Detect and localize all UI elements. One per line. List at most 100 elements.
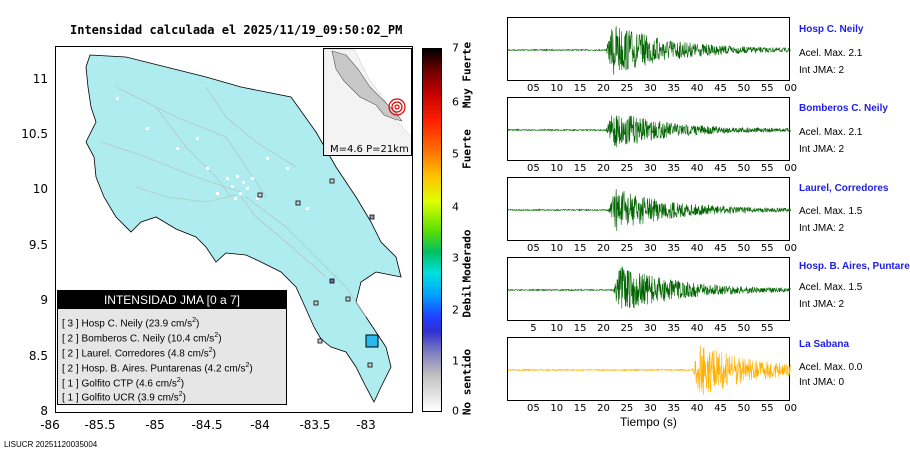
time-tick-label: 25 bbox=[620, 403, 634, 414]
colorbar-tick: 5 bbox=[452, 147, 459, 161]
inset-magnitude-label: M=4.6 P=21km bbox=[330, 144, 409, 155]
y-tick-label: 10 bbox=[32, 182, 48, 196]
station-max-acceleration: Acel. Max. 1.5 bbox=[799, 206, 863, 217]
footer-id: LISUCR 20251120035004 bbox=[4, 440, 98, 449]
waveform-trace bbox=[508, 189, 791, 232]
time-tick-label: 20 bbox=[597, 243, 610, 254]
time-tick-label: 15 bbox=[573, 403, 587, 414]
colorbar-tick: 6 bbox=[452, 95, 459, 109]
seismogram-panel[interactable] bbox=[507, 257, 791, 321]
colorbar-word: Muy Fuerte bbox=[460, 41, 474, 109]
waveform-trace bbox=[508, 26, 791, 75]
seismogram-panel[interactable] bbox=[507, 97, 791, 161]
time-tick-label: 45 bbox=[714, 163, 727, 174]
panel-time-ticks: 05 10 15 20 25 30 35 40 45 50 55 00 bbox=[507, 163, 797, 175]
time-tick-label: 00 bbox=[784, 403, 798, 414]
inset-location-map bbox=[323, 48, 412, 156]
station-jma-intensity: Int JMA: 2 bbox=[799, 65, 845, 76]
time-tick-label: 00 bbox=[784, 243, 798, 254]
time-tick-label: 05 bbox=[527, 243, 540, 254]
panel-time-ticks: 5 10 15 20 25 30 35 40 45 50 55 bbox=[507, 323, 790, 335]
colorbar-word: Moderado bbox=[460, 229, 474, 283]
station-name: Hosp. B. Aires, Puntare bbox=[799, 261, 910, 272]
station-name: Laurel, Corredores bbox=[799, 183, 889, 194]
seismogram-panel[interactable] bbox=[507, 17, 791, 81]
colorbar-tick: 7 bbox=[452, 41, 459, 55]
time-tick-label: 50 bbox=[737, 323, 751, 334]
costa-rica-map bbox=[85, 54, 402, 403]
time-tick-label: 20 bbox=[597, 323, 610, 334]
legend-item: [ 2 ] Laurel. Corredores (4.8 cm/s2) bbox=[62, 347, 216, 360]
colorbar-word: Fuerte bbox=[460, 129, 474, 169]
panel-time-ticks: 05 10 15 20 25 30 35 40 45 50 55 00 bbox=[507, 403, 797, 415]
waveform-trace bbox=[508, 115, 791, 148]
time-tick-label: 25 bbox=[620, 163, 634, 174]
station-name: Bomberos C. Neily bbox=[799, 103, 888, 114]
epicenter-highlight bbox=[365, 334, 379, 348]
colorbar-word: No sentido bbox=[460, 348, 474, 416]
legend-item: [ 3 ] Hosp C. Neily (23.9 cm/s2) bbox=[62, 317, 200, 330]
epicenter-icon bbox=[388, 98, 406, 116]
x-tick-label: -83.5 bbox=[299, 418, 331, 432]
x-tick-label: -84 bbox=[250, 418, 270, 432]
map-title: Intensidad calculada el 2025/11/19_09:50… bbox=[70, 23, 403, 37]
time-axis-label: Tiempo (s) bbox=[620, 415, 677, 429]
time-tick-label: 35 bbox=[667, 403, 681, 414]
time-tick-label: 45 bbox=[714, 83, 727, 94]
time-tick-label: 35 bbox=[667, 163, 681, 174]
colorbar-tick: 3 bbox=[452, 251, 459, 265]
time-tick-label: 50 bbox=[737, 163, 751, 174]
legend-item: [ 2 ] Hosp. B. Aires. Puntarenas (4.2 cm… bbox=[62, 362, 253, 375]
waveform-trace bbox=[508, 345, 791, 395]
time-tick-label: 10 bbox=[550, 163, 564, 174]
time-tick-label: 40 bbox=[690, 83, 704, 94]
y-tick-label: 8 bbox=[40, 404, 48, 418]
time-tick-label: 40 bbox=[690, 243, 704, 254]
time-tick-label: 20 bbox=[597, 403, 610, 414]
time-tick-label: 35 bbox=[667, 83, 681, 94]
costa-rica-landmass bbox=[85, 54, 402, 403]
x-tick-label: -84.5 bbox=[191, 418, 223, 432]
legend-item: [ 1 ] Golfito CTP (4.6 cm/s2) bbox=[62, 377, 185, 390]
station-max-acceleration: Acel. Max. 1.5 bbox=[799, 282, 863, 293]
x-tick-label: -83 bbox=[356, 418, 376, 432]
time-tick-label: 10 bbox=[550, 243, 564, 254]
time-tick-label: 15 bbox=[573, 323, 587, 334]
time-tick-label: 10 bbox=[550, 403, 564, 414]
x-tick-label: -86 bbox=[40, 418, 60, 432]
time-tick-label: 20 bbox=[597, 163, 610, 174]
time-tick-label: 30 bbox=[643, 83, 657, 94]
station-jma-intensity: Int JMA: 2 bbox=[799, 299, 845, 310]
time-tick-label: 10 bbox=[550, 83, 564, 94]
station-name: Hosp C. Neily bbox=[799, 24, 864, 35]
time-tick-label: 35 bbox=[667, 243, 681, 254]
time-tick-label: 40 bbox=[690, 403, 704, 414]
intensity-map[interactable] bbox=[55, 46, 413, 413]
colorbar-tick: 4 bbox=[452, 200, 459, 214]
panel-time-ticks: 05 10 15 20 25 30 35 40 45 50 55 00 bbox=[507, 83, 797, 95]
colorbar-tick: 2 bbox=[452, 303, 459, 317]
time-tick-label: 5 bbox=[530, 323, 537, 334]
time-tick-label: 05 bbox=[527, 83, 540, 94]
time-tick-label: 25 bbox=[620, 243, 634, 254]
seismogram-panel[interactable] bbox=[507, 337, 791, 401]
time-tick-label: 15 bbox=[573, 83, 587, 94]
time-tick-label: 30 bbox=[643, 163, 657, 174]
time-tick-label: 25 bbox=[620, 83, 634, 94]
time-tick-label: 55 bbox=[760, 323, 774, 334]
seismogram-panel[interactable] bbox=[507, 177, 791, 241]
time-tick-label: 05 bbox=[527, 403, 540, 414]
y-tick-label: 9.5 bbox=[28, 238, 48, 252]
time-tick-label: 55 bbox=[760, 163, 774, 174]
time-tick-label: 50 bbox=[737, 243, 751, 254]
time-tick-label: 05 bbox=[527, 163, 540, 174]
time-tick-label: 30 bbox=[643, 243, 657, 254]
station-jma-intensity: Int JMA: 2 bbox=[799, 144, 845, 155]
x-tick-label: -85.5 bbox=[84, 418, 116, 432]
intensity-colorbar bbox=[422, 48, 442, 412]
y-tick-label: 10.5 bbox=[21, 127, 48, 141]
time-tick-label: 15 bbox=[573, 163, 587, 174]
time-tick-label: 00 bbox=[784, 163, 798, 174]
time-tick-label: 30 bbox=[643, 323, 657, 334]
colorbar-word: Debil bbox=[460, 284, 474, 318]
